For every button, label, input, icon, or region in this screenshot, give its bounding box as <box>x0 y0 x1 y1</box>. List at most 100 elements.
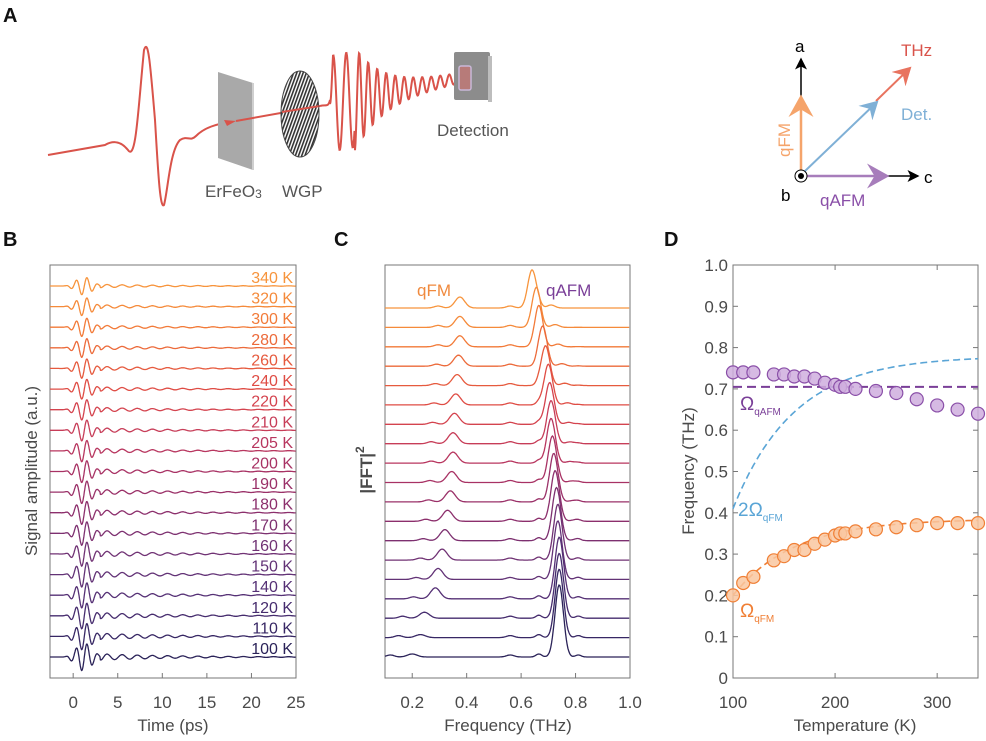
trace-label: 240 K <box>251 373 293 390</box>
trace-300K <box>50 317 296 338</box>
two-omega-qfm-label: 2ΩqFM <box>738 500 783 524</box>
x-tick-label: 25 <box>287 693 306 712</box>
spectrum-190K <box>385 452 630 503</box>
point-qAFM-300K <box>930 398 945 413</box>
trace-label: 320 K <box>251 291 293 308</box>
spectrum-240K <box>385 363 630 406</box>
point-qFM-340K <box>970 516 986 531</box>
trace-200K <box>50 460 296 484</box>
x-tick-label: 300 <box>923 693 951 712</box>
x-tick-label: 5 <box>113 693 122 712</box>
point-qFM-240K <box>868 522 884 537</box>
chart-frequency-vs-temperature: Frequency (THz) Temperature (K) ΩqAFM 2Ω… <box>679 256 986 735</box>
trace-label: 200 K <box>251 456 293 473</box>
trace-110K <box>50 622 296 651</box>
point-qAFM-240K <box>868 383 884 399</box>
panel-label-b: B <box>3 229 17 251</box>
spectrum-160K <box>385 503 630 561</box>
trace-label: 220 K <box>251 394 293 411</box>
emitted-wave-packet <box>319 50 463 151</box>
panel-label-d: D <box>664 229 678 251</box>
trace-label: 205 K <box>251 435 293 452</box>
trace-190K <box>50 480 296 505</box>
y-tick-label: 0.7 <box>704 380 728 399</box>
x-tick-label: 20 <box>242 693 261 712</box>
y-tick-label: 0.5 <box>704 463 728 482</box>
det-label: Det. <box>901 105 932 124</box>
y-tick-label: 0.1 <box>704 628 728 647</box>
thz-label: THz <box>901 41 932 60</box>
point-qFM-220K <box>848 524 863 539</box>
trace-label: 140 K <box>251 579 293 596</box>
x-tick-label: 0.8 <box>564 693 588 712</box>
trace-label: 160 K <box>251 538 293 555</box>
trace-label: 120 K <box>251 600 293 617</box>
trace-340K <box>50 276 296 296</box>
point-qFM-100K <box>725 588 741 603</box>
spectrum-300K <box>385 304 630 348</box>
trace-280K <box>50 337 296 359</box>
trace-210K <box>50 419 296 442</box>
wire-grid-polarizer <box>280 70 320 158</box>
point-qFM-280K <box>909 518 924 533</box>
y-tick-label: 0 <box>719 669 728 688</box>
detection-arrow <box>803 100 879 173</box>
point-qFM-260K <box>889 520 904 535</box>
spectrum-340K <box>385 268 630 309</box>
qfm-label: qFM <box>775 123 794 157</box>
x-tick-label: 0.4 <box>455 693 479 712</box>
detector-label: Detection <box>437 121 509 140</box>
x-tick-label: 200 <box>821 693 849 712</box>
trace-320K <box>50 297 296 317</box>
trace-170K <box>50 521 296 547</box>
omega-qafm-label: ΩqAFM <box>740 394 781 418</box>
trace-160K <box>50 541 296 567</box>
trace-140K <box>50 582 296 609</box>
b-axis-label: b <box>781 186 790 205</box>
trace-label: 210 K <box>251 414 293 431</box>
spectrum-120K <box>385 552 630 619</box>
x-tick-label: 100 <box>719 693 747 712</box>
spectrum-210K <box>385 399 630 445</box>
trace-label: 150 K <box>251 559 293 576</box>
point-qFM-150K <box>776 549 792 564</box>
beam-arrow-icon <box>224 120 236 126</box>
spectrum-170K <box>385 486 630 542</box>
trace-240K <box>50 378 296 400</box>
sample-label: ErFeO3 <box>205 182 262 201</box>
y-tick-label: 0.8 <box>704 339 728 358</box>
point-qFM-170K <box>797 542 812 558</box>
polarizer-label: WGP <box>282 182 323 201</box>
trace-label: 340 K <box>251 270 293 287</box>
spectrum-140K <box>385 536 630 600</box>
plot-frame <box>384 264 631 679</box>
trace-label: 170 K <box>251 517 293 534</box>
spectrum-150K <box>385 520 630 581</box>
y-axis-label: |FFT|2 <box>353 446 376 494</box>
spectrum-200K <box>385 435 630 484</box>
spectrum-280K <box>385 325 630 367</box>
x-tick-label: 0 <box>68 693 77 712</box>
trace-label: 260 K <box>251 352 293 369</box>
a-axis-label: a <box>795 37 805 56</box>
y-tick-label: 1.0 <box>704 256 728 275</box>
y-tick-label: 0.6 <box>704 421 728 440</box>
trace-label: 190 K <box>251 476 293 493</box>
trace-180K <box>50 500 296 526</box>
y-tick-label: 0.2 <box>704 586 728 605</box>
point-qFM-120K <box>746 569 761 584</box>
point-qAFM-320K <box>950 402 965 417</box>
x-axis-label: Frequency (THz) <box>444 716 572 735</box>
x-axis-label: Temperature (K) <box>794 716 917 735</box>
qafm-label: qAFM <box>820 191 865 210</box>
qafm-annotation: qAFM <box>546 281 591 300</box>
y-tick-label: 0.4 <box>704 504 728 523</box>
point-qFM-320K <box>950 516 965 531</box>
crystal-axes-diagram: a b c THz Det. qFM qAFM <box>775 37 933 210</box>
trace-label: 180 K <box>251 497 293 514</box>
trace-label: 110 K <box>252 620 293 637</box>
trace-120K <box>50 602 296 630</box>
setup-diagram: ErFeO3 WGP Detection <box>47 45 509 207</box>
x-tick-label: 1.0 <box>618 693 642 712</box>
